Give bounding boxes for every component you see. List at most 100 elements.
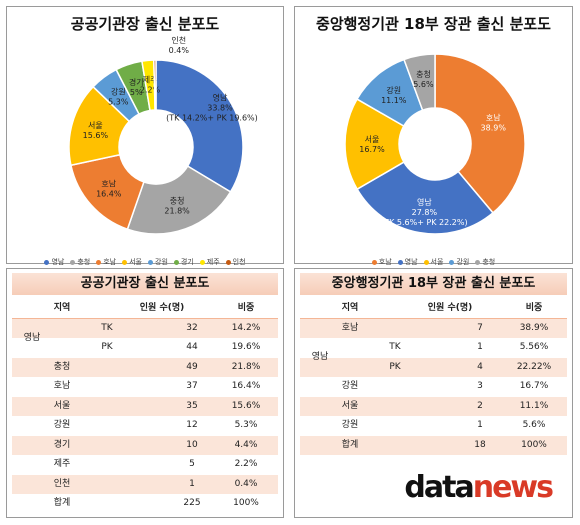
pie-slice-호남 <box>434 53 526 214</box>
slice-value-호남: 16.4% <box>96 190 122 199</box>
left-table: 지역 인원 수(명) 비중 TK 32 14.2% PK 44 19.6% 충청 49 21.8% 호남… <box>12 299 278 514</box>
table-row: 강원 1 5.6% <box>300 416 567 436</box>
legend-swatch <box>225 259 231 265</box>
table-header-cell: 비중 <box>237 303 255 313</box>
legend-item-강원: 강원 <box>449 257 469 267</box>
table-count-cell: 4 <box>477 361 483 372</box>
slice-label-충청: 충청 <box>416 70 431 79</box>
legend-label: 인천 <box>232 258 246 266</box>
left-chart-legend: 영남 충청 호남 서울 강원 경기 제주 인천 <box>7 257 283 267</box>
right-table-title: 중앙행정기관 18부 장관 출신 분포도 <box>300 273 567 295</box>
slice-label-강원: 강원 <box>386 85 401 95</box>
table-region-cell: 합계 <box>341 439 359 450</box>
table-count-cell: 1 <box>189 478 195 489</box>
table-share-cell: 22.22% <box>516 361 552 372</box>
legend-label: 충청 <box>482 258 496 266</box>
slice-value-제주: 2.2% <box>140 85 161 94</box>
slice-value-서울: 16.7% <box>359 145 385 154</box>
table-share-cell: 100% <box>521 439 547 450</box>
slice-label-호남: 호남 <box>486 114 501 123</box>
pie-slice-인천 <box>153 59 157 111</box>
slice-value-경기: 5% <box>130 88 143 97</box>
table-count-cell: 5 <box>189 459 195 469</box>
legend-item-강원: 강원 <box>148 257 168 267</box>
legend-swatch <box>96 259 102 265</box>
right-table-panel: 중앙행정기관 18부 장관 출신 분포도 지역 인원 수(명) 비중 호남 7 38.9%… <box>294 268 573 518</box>
table-region-cell: 호남 <box>341 322 359 333</box>
table-row: 강원 12 5.3% <box>12 416 278 436</box>
table-group-label: 영남 <box>311 352 329 362</box>
legend-swatch <box>371 259 377 265</box>
legend-item-충청: 충청 <box>475 257 495 267</box>
table-count-cell: 49 <box>186 361 198 372</box>
slice-label-충청: 충청 <box>170 196 185 205</box>
legend-swatch <box>199 259 205 265</box>
legend-label: 영남 <box>51 258 65 266</box>
legend-item-인천: 인천 <box>225 257 246 267</box>
slice-label-영남: 영남 <box>213 93 228 103</box>
legend-swatch <box>148 259 153 265</box>
table-row: 호남 37 16.4% <box>12 377 278 397</box>
legend-item-서울: 서울 <box>122 257 142 267</box>
table-row: 합계 225 100% <box>12 494 278 514</box>
table-row: TK 32 14.2% <box>12 318 278 338</box>
slice-label-서울: 서울 <box>365 135 380 144</box>
table-count-cell: 35 <box>186 400 198 411</box>
table-count-cell: 12 <box>186 420 198 430</box>
table-share-cell: 16.7% <box>519 381 549 391</box>
slice-annotation: (TK 14.2%+ PK 19.6%) <box>166 114 258 123</box>
pie-slice-충청 <box>126 165 232 235</box>
table-region-cell: 충청 <box>53 361 71 372</box>
slice-value-강원: 11.1% <box>381 96 407 105</box>
legend-swatch <box>475 259 481 265</box>
legend-item-경기: 경기 <box>173 257 194 267</box>
table-subregion-cell: PK <box>389 361 401 372</box>
legend-swatch <box>423 259 429 265</box>
slice-label-강원: 강원 <box>111 86 126 96</box>
table-share-cell: 100% <box>233 498 259 508</box>
legend-item-호남: 호남 <box>371 257 392 267</box>
table-count-cell: 1 <box>477 342 483 352</box>
table-region-cell: 호남 <box>53 381 71 391</box>
table-count-cell: 2 <box>477 400 483 411</box>
table-region-cell: 서울 <box>341 400 359 411</box>
legend-label: 호남 <box>378 258 392 266</box>
table-count-cell: 225 <box>183 498 201 508</box>
legend-item-서울: 서울 <box>423 257 443 267</box>
slice-label-서울: 서울 <box>88 121 103 130</box>
table-row: TK 1 5.56% <box>300 338 567 358</box>
table-row: PK 4 22.22% <box>300 357 567 377</box>
table-share-cell: 5.6% <box>522 420 546 430</box>
table-subregion-cell: TK <box>101 322 113 333</box>
table-count-cell: 10 <box>186 439 198 450</box>
table-header-cell: 지역 <box>53 303 71 313</box>
left-table-panel: 공공기관장 출신 분포도 지역 인원 수(명) 비중 TK 32 14.2% PK 44 19.… <box>6 268 284 518</box>
table-row: 서울 2 11.1% <box>300 396 567 416</box>
table-region-cell: 경기 <box>53 439 71 450</box>
slice-value-인천: 0.4% <box>169 46 190 55</box>
table-region-cell: 강원 <box>341 381 359 391</box>
right-chart-panel: 중앙행정기관 18부 장관 출신 분포도 호남 38.9% 영남 27.8% (TK 5… <box>294 6 573 267</box>
slice-label-경기: 경기 <box>129 77 144 87</box>
pie-slice-영남 <box>356 161 495 235</box>
table-count-cell: 44 <box>186 342 198 352</box>
table-row: 인천 1 0.4% <box>12 474 278 494</box>
datanews-logo: datanews <box>404 470 554 505</box>
legend-item-호남: 호남 <box>96 257 116 267</box>
slice-label-영남: 영남 <box>417 197 432 207</box>
table-row: 제주 5 2.2% <box>12 455 278 475</box>
table-row: 강원 3 16.7% <box>300 377 567 397</box>
table-share-cell: 19.6% <box>231 342 261 352</box>
table-count-cell: 1 <box>477 420 483 430</box>
right-chart-legend: 호남 영남 서울 강원 충청 <box>295 257 572 267</box>
slice-label-제주: 제주 <box>143 75 158 84</box>
pie-slice-충청 <box>403 53 436 112</box>
table-row: 경기 10 4.4% <box>12 435 278 455</box>
table-share-cell: 4.4% <box>234 439 258 450</box>
table-share-cell: 21.8% <box>231 361 261 372</box>
table-region-cell: 강원 <box>53 420 71 430</box>
table-share-cell: 16.4% <box>231 381 261 391</box>
legend-label: 충청 <box>77 258 91 266</box>
table-subregion-cell: TK <box>389 342 401 352</box>
slice-value-충청: 5.6% <box>413 80 434 89</box>
